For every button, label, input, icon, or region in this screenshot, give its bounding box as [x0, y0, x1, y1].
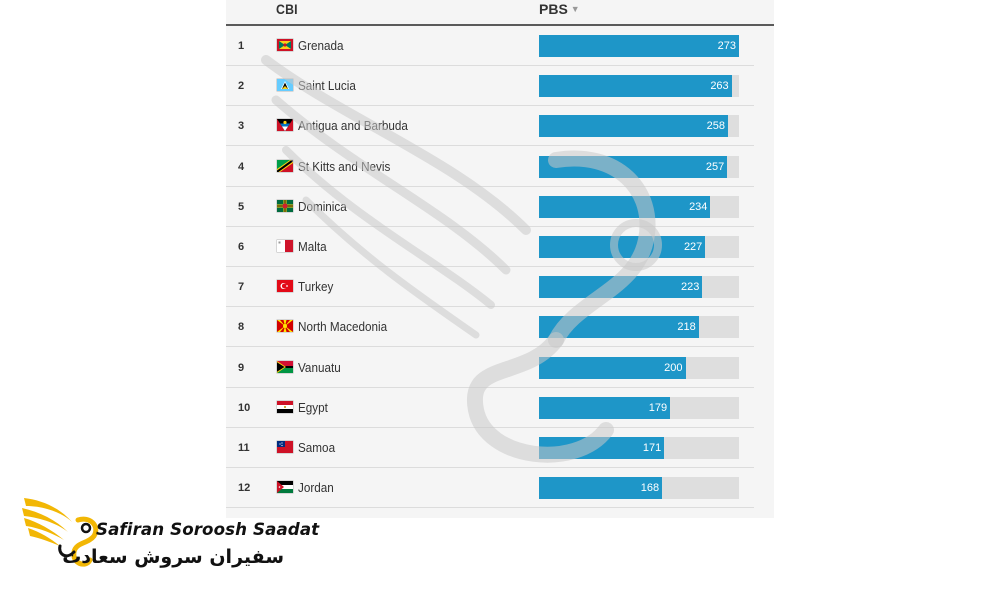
antigua-flag-icon: [277, 119, 293, 132]
country-label: Antigua and Barbuda: [298, 118, 408, 134]
rank-label: 3: [238, 120, 245, 133]
data-label: 257: [705, 160, 725, 173]
table-row[interactable]: 10 Egypt 179: [226, 388, 754, 428]
st-kitts-flag-icon: [277, 159, 293, 172]
data-label: 227: [683, 241, 703, 253]
table-row[interactable]: 4 St Kitts and Nevis 257: [226, 147, 754, 187]
rank-label: 4: [238, 160, 245, 173]
data-label: 200: [664, 361, 683, 374]
vanuatu-flag-icon: [277, 360, 293, 373]
turkey-flag-icon: [277, 280, 293, 293]
country-label: St Kitts and Nevis: [298, 158, 391, 174]
table-row[interactable]: 7 Turkey 223: [226, 267, 754, 308]
bar[interactable]: 263: [539, 75, 732, 98]
country-label: Dominica: [298, 198, 347, 214]
bar[interactable]: 218: [539, 316, 699, 339]
country-label: Saint Lucia: [298, 78, 356, 94]
table-row[interactable]: 8 North Macedonia 218: [226, 307, 754, 348]
data-label: 168: [640, 482, 660, 495]
bar-track: 257: [539, 155, 739, 178]
brand-name-en: Safiran Soroosh Saadat: [96, 520, 320, 540]
bar[interactable]: 223: [539, 276, 703, 299]
sort-desc-icon[interactable]: ▼: [570, 4, 580, 14]
table-row[interactable]: 2 Saint Lucia 263: [226, 66, 754, 107]
bar-track: 273: [539, 35, 739, 57]
bar-track: 200: [539, 356, 739, 379]
swan-logo-icon: [22, 498, 99, 567]
rank-label: 12: [238, 482, 251, 495]
country-label: Grenada: [298, 38, 344, 53]
column-header-pbs[interactable]: PBS ▼: [539, 0, 580, 18]
rank-label: 6: [238, 241, 245, 253]
table-row[interactable]: 12 Jordan 168: [226, 468, 754, 509]
country-label: Jordan: [298, 480, 334, 496]
table-row[interactable]: 5 Dominica 234: [226, 187, 754, 227]
samoa-flag-icon: [277, 441, 293, 453]
data-label: 218: [677, 321, 696, 334]
ranking-panel: CBI PBS ▼ 1 Grenada 273 2 Saint Lucia 263 3 Anti…: [226, 0, 774, 518]
bar-track: 234: [539, 195, 739, 218]
rank-label: 11: [238, 442, 250, 454]
table-row[interactable]: 9 Vanuatu 200: [226, 348, 754, 388]
bar-track: 223: [539, 276, 739, 299]
bar-track: 179: [539, 396, 739, 419]
table-row[interactable]: 1 Grenada 273: [226, 26, 754, 66]
country-label: Samoa: [298, 440, 336, 455]
table-row[interactable]: 11 Samoa 171: [226, 428, 754, 468]
data-label: 258: [706, 120, 725, 133]
column-header-cbi[interactable]: CBI: [276, 1, 298, 17]
north-macedonia-flag-icon: [277, 320, 293, 333]
country-label: Vanuatu: [298, 359, 341, 375]
table-header: CBI PBS ▼: [226, 0, 774, 26]
bar[interactable]: 179: [539, 396, 671, 419]
bar[interactable]: 273: [539, 35, 739, 57]
bar[interactable]: 257: [539, 155, 728, 178]
table-row[interactable]: 6 Malta 227: [226, 227, 754, 267]
bar-track: 171: [539, 437, 739, 459]
rank-label: 8: [238, 321, 245, 334]
data-label: 263: [710, 80, 729, 93]
country-label: Egypt: [298, 399, 328, 415]
bar-track: 258: [539, 115, 739, 138]
bar-track: 168: [539, 477, 739, 500]
bar-track: 218: [539, 316, 739, 339]
rank-label: 2: [238, 80, 245, 93]
brand-name-fa: سفیران سروش سعادت: [62, 546, 284, 568]
egypt-flag-icon: [277, 400, 293, 413]
data-label: 171: [642, 442, 662, 454]
bar[interactable]: 234: [539, 195, 711, 218]
bar[interactable]: 200: [539, 356, 686, 379]
rank-label: 9: [238, 361, 245, 374]
country-label: North Macedonia: [298, 319, 388, 335]
bar[interactable]: 258: [539, 115, 728, 138]
bar-track: 227: [539, 236, 739, 258]
rank-label: 10: [238, 401, 251, 414]
rank-label: 5: [238, 200, 245, 213]
data-label: 223: [681, 281, 700, 294]
malta-flag-icon: [277, 240, 293, 252]
bar[interactable]: 227: [539, 236, 706, 258]
data-label: 234: [689, 200, 708, 213]
country-label: Turkey: [298, 279, 334, 295]
data-label: 273: [717, 40, 736, 52]
country-label: Malta: [298, 239, 327, 254]
bar-track: 263: [539, 75, 739, 98]
jordan-flag-icon: [277, 481, 293, 494]
table-row[interactable]: 3 Antigua and Barbuda 258: [226, 106, 754, 147]
saint-lucia-flag-icon: [277, 79, 293, 92]
company-logo: Safiran Soroosh Saadat سفیران سروش سعادت: [20, 490, 319, 580]
rank-label: 7: [238, 281, 245, 294]
data-label: 179: [648, 401, 668, 414]
grenada-flag-icon: [277, 39, 293, 51]
dominica-flag-icon: [277, 199, 293, 212]
rank-label: 1: [238, 40, 245, 52]
bar[interactable]: 171: [539, 437, 665, 459]
bar[interactable]: 168: [539, 477, 663, 500]
column-header-pbs-label: PBS: [539, 1, 568, 17]
